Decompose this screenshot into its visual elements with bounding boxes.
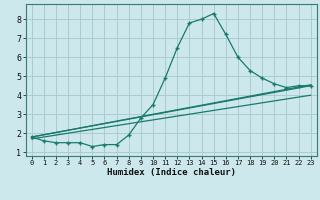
X-axis label: Humidex (Indice chaleur): Humidex (Indice chaleur) bbox=[107, 168, 236, 177]
